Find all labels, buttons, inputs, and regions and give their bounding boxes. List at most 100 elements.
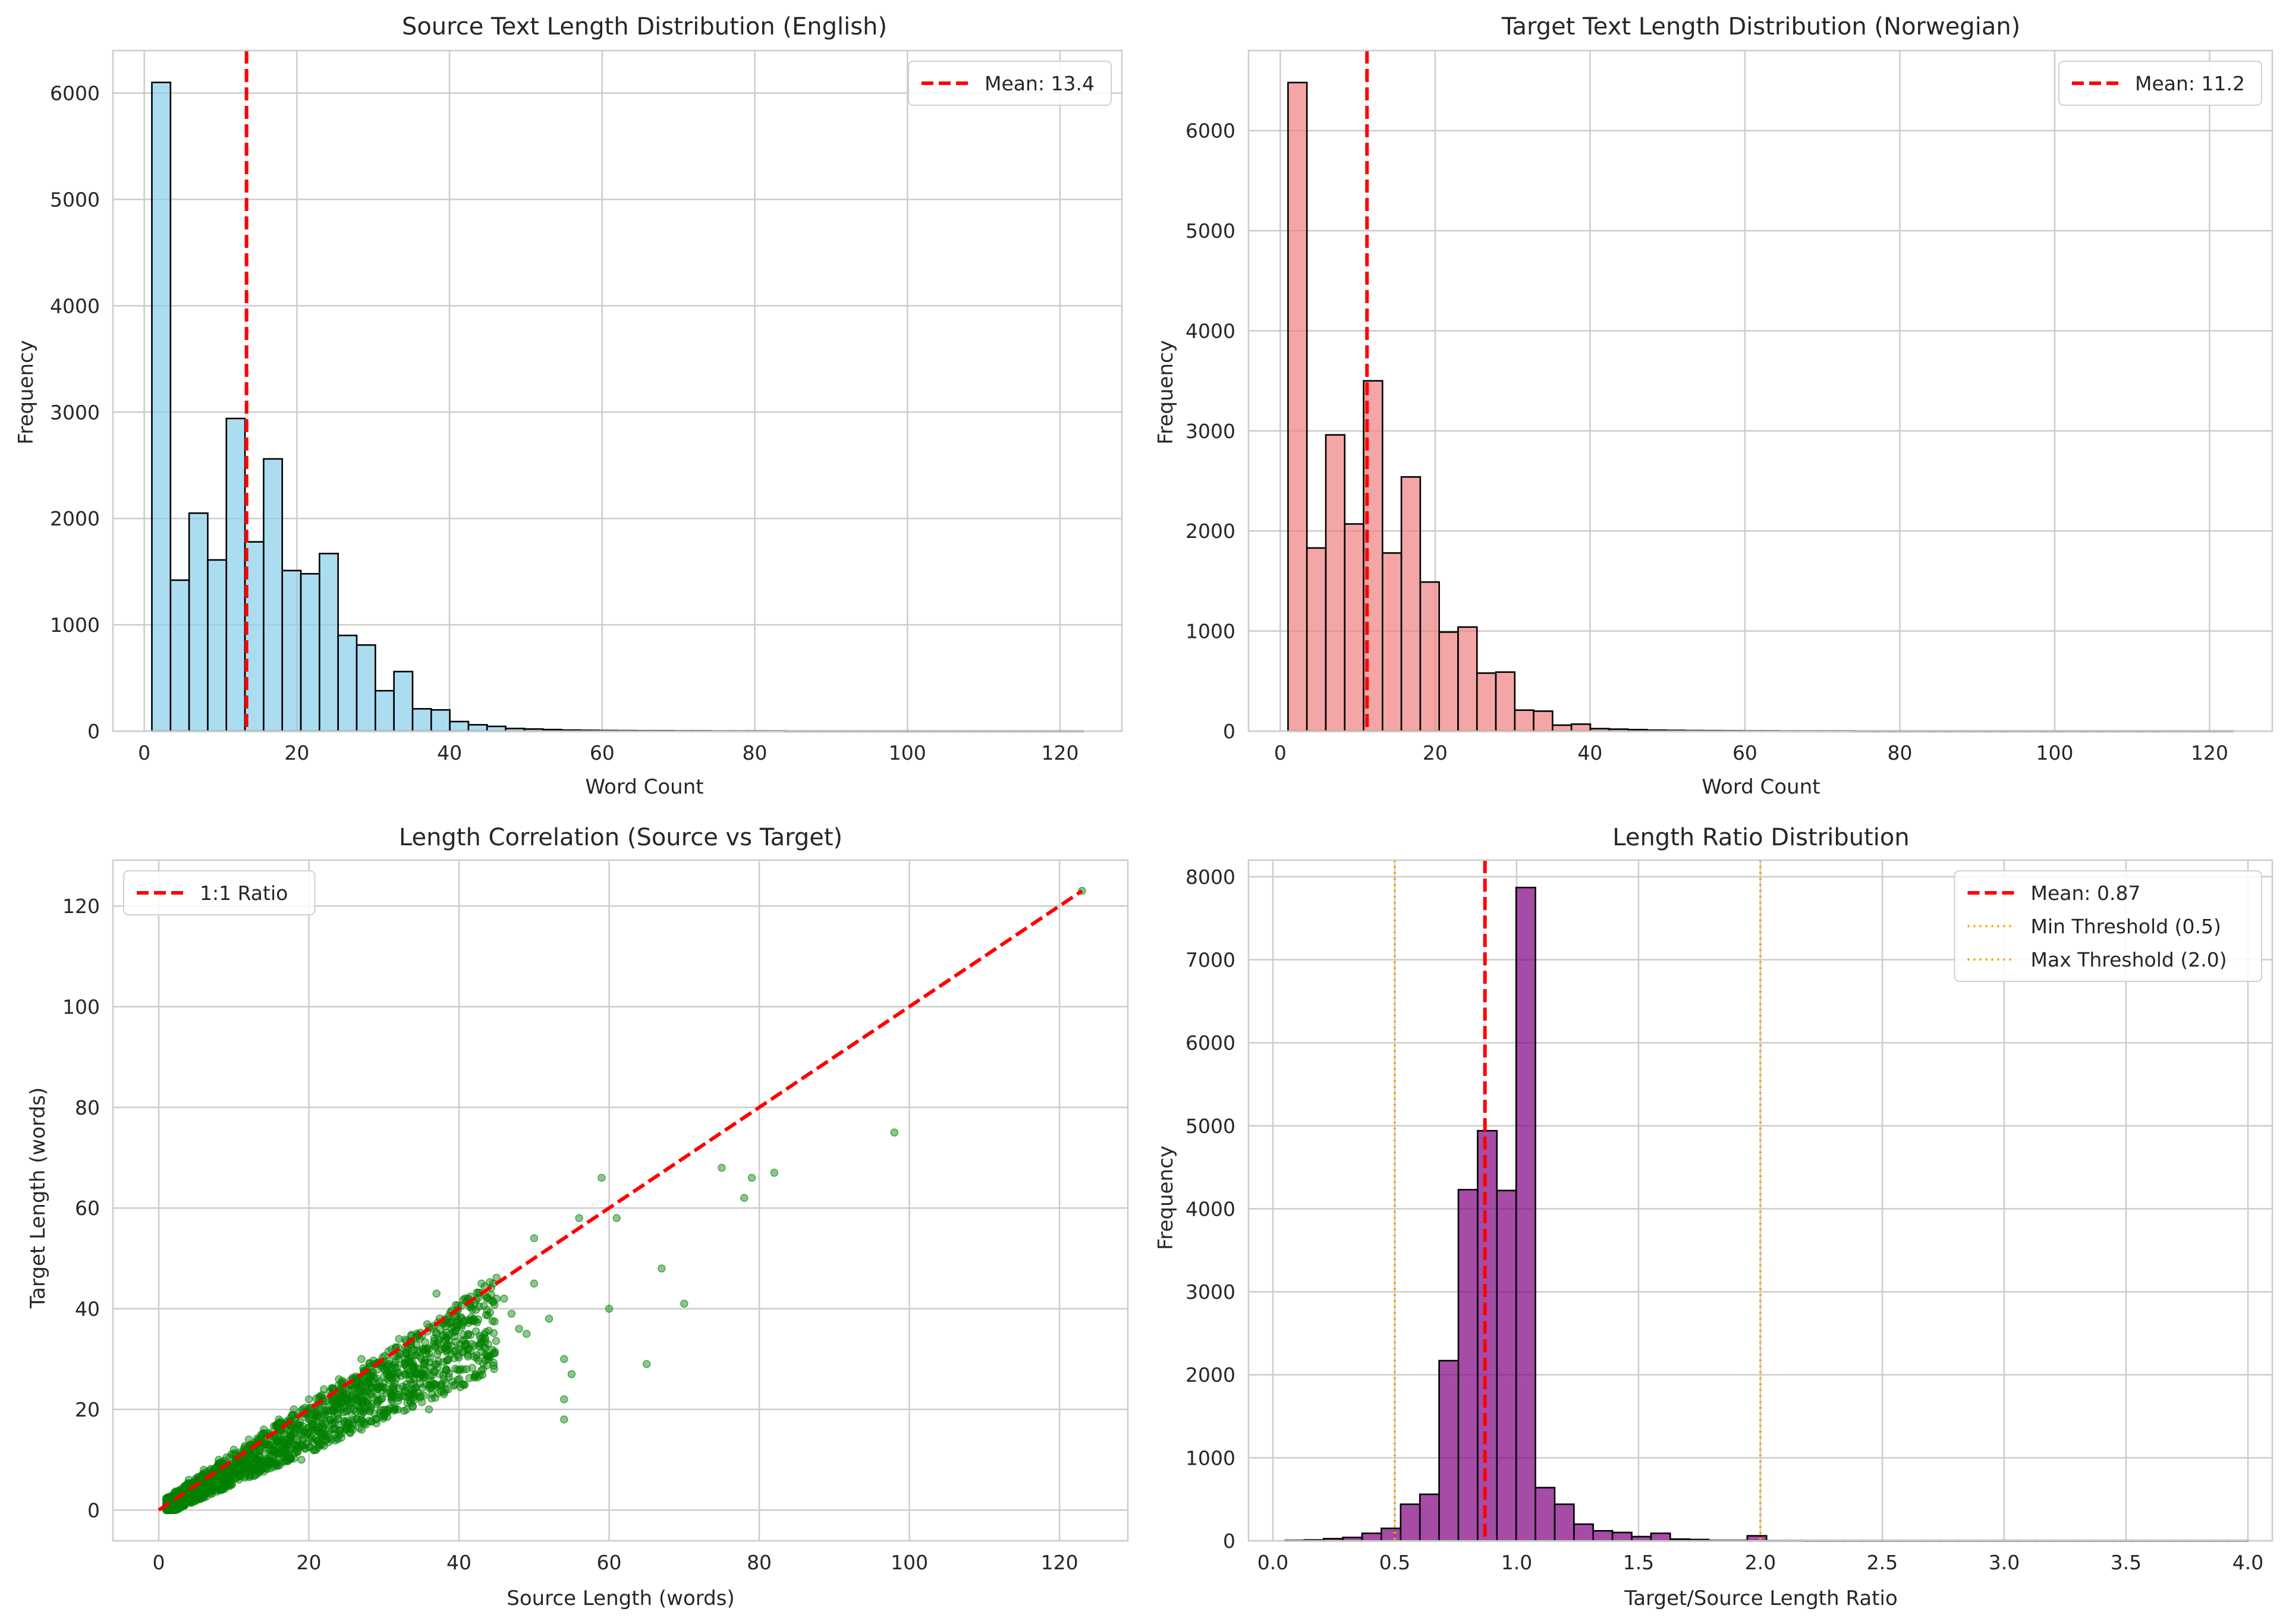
legend-label: 1:1 Ratio bbox=[200, 882, 288, 905]
histogram-bar bbox=[1496, 1189, 1517, 1542]
scatter-point bbox=[455, 1374, 464, 1383]
scatter-point bbox=[492, 1273, 501, 1282]
scatter-point bbox=[680, 1299, 688, 1308]
histogram-bar bbox=[1325, 434, 1346, 732]
histogram-bar bbox=[151, 81, 172, 732]
histogram-bar bbox=[1592, 1529, 1614, 1542]
scatter-point bbox=[342, 1425, 351, 1434]
scatter-point bbox=[477, 1367, 486, 1375]
scatter-point bbox=[462, 1365, 471, 1373]
scatter-point bbox=[890, 1128, 899, 1137]
scatter-point bbox=[343, 1406, 352, 1415]
x-tick-label: 3.0 bbox=[1989, 1551, 2020, 1574]
scatter-point bbox=[372, 1415, 380, 1424]
scatter-point bbox=[241, 1466, 250, 1475]
histogram-bar bbox=[1477, 1129, 1498, 1542]
scatter-point bbox=[285, 1436, 294, 1444]
x-tick-label: 60 bbox=[597, 1551, 622, 1574]
x-tick-label: 40 bbox=[437, 741, 462, 764]
legend-label: Min Threshold (0.5) bbox=[2031, 915, 2221, 938]
scatter-point bbox=[357, 1425, 366, 1434]
scatter-point bbox=[215, 1459, 223, 1468]
y-tick-label: 60 bbox=[75, 1197, 100, 1220]
scatter-point bbox=[357, 1355, 366, 1364]
scatter-point bbox=[440, 1375, 448, 1383]
x-tick-label: 4.0 bbox=[2232, 1551, 2263, 1574]
scatter-point bbox=[316, 1439, 325, 1448]
scatter-point bbox=[461, 1381, 469, 1389]
scatter-point bbox=[347, 1385, 356, 1394]
legend-label: Mean: 13.4 bbox=[985, 72, 1095, 95]
scatter-point bbox=[235, 1472, 244, 1481]
scatter-point bbox=[448, 1377, 457, 1386]
y-tick-label: 5000 bbox=[50, 188, 100, 211]
scatter-point bbox=[328, 1384, 336, 1392]
legend-box bbox=[2058, 61, 2262, 106]
scatter-point bbox=[306, 1435, 314, 1444]
scatter-point bbox=[490, 1365, 498, 1373]
scatter-point bbox=[309, 1446, 318, 1455]
scatter-point bbox=[353, 1395, 361, 1403]
histogram-bar bbox=[1611, 1531, 1633, 1542]
y-tick-label: 20 bbox=[75, 1398, 100, 1421]
scatter-point bbox=[441, 1336, 450, 1345]
scatter-point bbox=[416, 1379, 424, 1388]
scatter-point bbox=[402, 1350, 411, 1358]
scatter-point bbox=[317, 1391, 326, 1399]
scatter-point bbox=[462, 1340, 471, 1348]
scatter-point bbox=[410, 1375, 419, 1383]
histogram-bar bbox=[1382, 552, 1402, 732]
scatter-point bbox=[442, 1333, 450, 1342]
grid bbox=[113, 860, 1128, 1541]
y-tick-label: 3000 bbox=[50, 401, 100, 424]
y-tick-label: 0 bbox=[87, 720, 100, 743]
scatter-point bbox=[480, 1302, 488, 1310]
scatter-point bbox=[381, 1405, 390, 1414]
histogram-bar bbox=[1573, 1523, 1595, 1542]
y-tick-label: 4000 bbox=[1185, 319, 1235, 342]
scatter-point bbox=[401, 1370, 409, 1378]
histogram-bar bbox=[300, 572, 320, 732]
y-tick-label: 6000 bbox=[1185, 119, 1235, 143]
histogram-bar bbox=[393, 671, 414, 732]
scatter-point bbox=[417, 1370, 426, 1378]
scatter-point bbox=[215, 1455, 223, 1464]
x-tick-label: 0 bbox=[153, 1551, 165, 1574]
scatter-point bbox=[385, 1373, 394, 1381]
scatter-point bbox=[320, 1385, 328, 1393]
x-tick-label: 120 bbox=[2191, 741, 2228, 764]
scatter-point bbox=[275, 1415, 283, 1424]
scatter-point bbox=[359, 1376, 367, 1384]
axes-frame bbox=[1247, 859, 2273, 1542]
scatter-point bbox=[304, 1428, 313, 1436]
scatter-point bbox=[560, 1415, 568, 1424]
scatter-point bbox=[200, 1493, 208, 1502]
scatter-point bbox=[317, 1432, 326, 1441]
legend: 1:1 Ratio bbox=[123, 870, 316, 915]
scatter-point bbox=[370, 1375, 379, 1383]
x-tick-label: 40 bbox=[1577, 741, 1602, 764]
scatter-point bbox=[247, 1471, 255, 1480]
scatter-point bbox=[425, 1349, 433, 1358]
x-tick-label: 120 bbox=[1042, 741, 1079, 764]
scatter-point bbox=[413, 1346, 422, 1355]
scatter-point bbox=[455, 1345, 463, 1354]
histogram-bar bbox=[225, 417, 246, 732]
x-tick-label: 80 bbox=[743, 741, 768, 764]
scatter-point bbox=[430, 1379, 439, 1388]
scatter-point bbox=[327, 1400, 336, 1409]
scatter-point bbox=[387, 1363, 396, 1371]
scatter-point bbox=[327, 1436, 336, 1444]
x-tick-label: 2.5 bbox=[1867, 1551, 1898, 1574]
scatter-point bbox=[545, 1314, 554, 1323]
scatter-point bbox=[442, 1357, 451, 1365]
scatter-point bbox=[304, 1395, 313, 1403]
scatter-point bbox=[369, 1368, 377, 1377]
x-tick-label: 0 bbox=[1274, 741, 1287, 764]
y-tick-label: 2000 bbox=[1185, 1364, 1235, 1387]
histogram-bar bbox=[1533, 710, 1554, 732]
histogram-bar bbox=[169, 579, 190, 732]
scatter-point bbox=[451, 1301, 460, 1310]
y-tick-label: 1000 bbox=[1185, 1446, 1235, 1469]
y-tick-label: 100 bbox=[62, 995, 100, 1018]
